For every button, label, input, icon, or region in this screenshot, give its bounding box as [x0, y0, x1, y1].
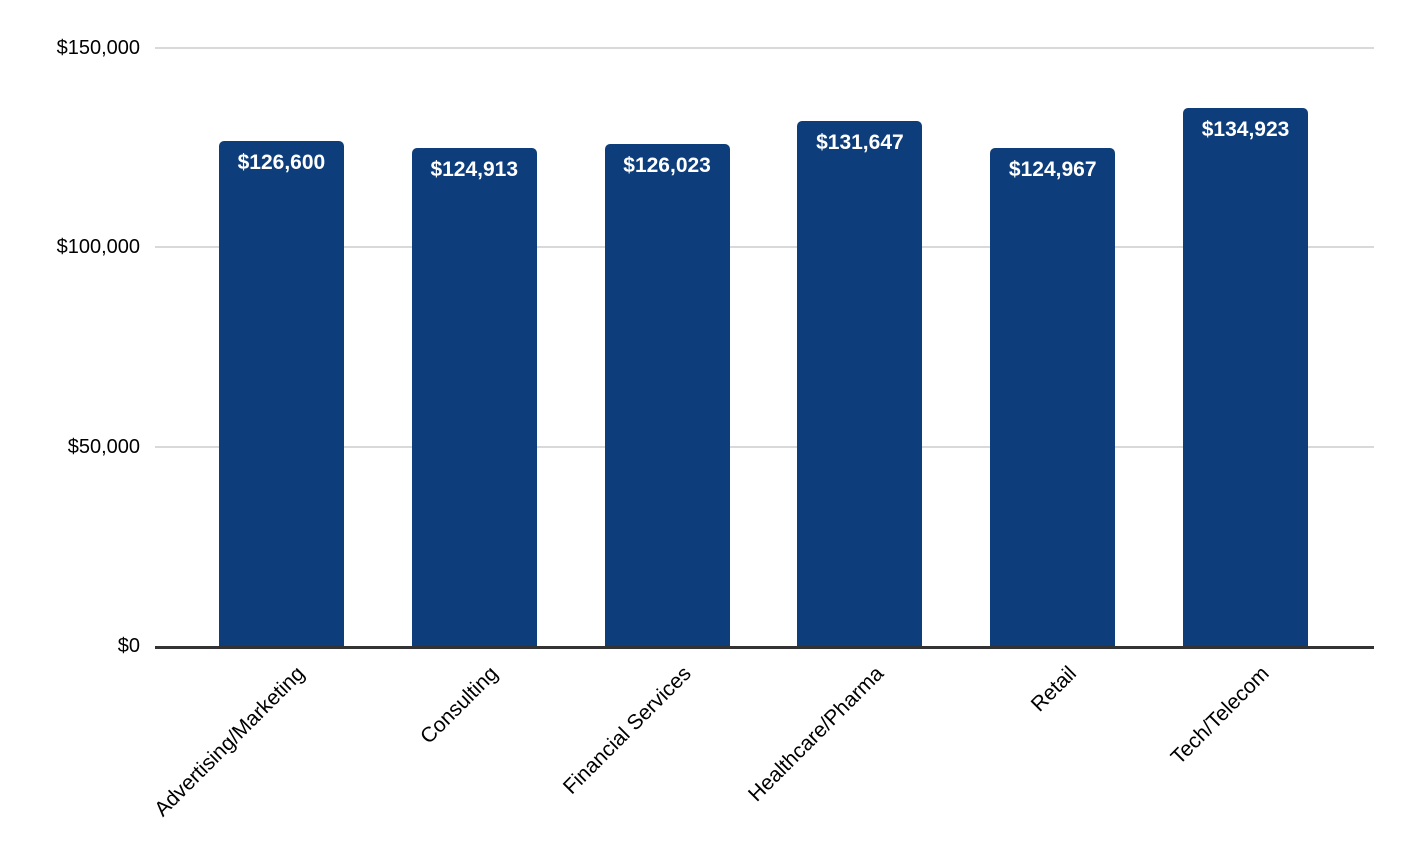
gridline — [155, 47, 1374, 49]
gridline — [155, 445, 1374, 448]
bar-value-label: $126,023 — [623, 153, 711, 177]
bar-series: $126,600 $124,913 $126,023 $131,647 $124,967… — [185, 48, 1342, 646]
bar-value-label: $124,967 — [1008, 157, 1097, 181]
bar-consulting[interactable]: $124,913 — [411, 148, 537, 646]
y-axis-tick-label: $0 — [117, 635, 140, 657]
bar-band-healthcare-pharma: $131,647 — [763, 48, 956, 646]
bar-value-label: $126,600 — [237, 151, 326, 175]
bar-healthcare-pharma[interactable]: $131,647 — [797, 121, 923, 646]
plot-area: $126,600 $124,913 $126,023 $131,647 $124,967… — [155, 47, 1374, 649]
y-axis-tick-label: $150,000 — [56, 37, 140, 59]
bar-value-label: $124,913 — [430, 158, 519, 182]
bar-advertising-marketing[interactable]: $126,600 — [218, 141, 344, 646]
x-axis-tick-label: Retail — [1026, 662, 1082, 717]
bar-band-advertising-marketing: $126,600 — [185, 48, 378, 646]
bar-financial-services[interactable]: $126,023 — [604, 143, 730, 646]
y-axis-tick-label: $100,000 — [56, 236, 140, 259]
bar-band-financial-services: $126,023 — [571, 48, 764, 646]
x-axis-tick-label: Healthcare/Pharma — [743, 662, 889, 807]
bar-retail[interactable]: $124,967 — [990, 147, 1116, 646]
bar-band-consulting: $124,913 — [378, 48, 571, 646]
bar-tech-telecom[interactable]: $134,923 — [1183, 108, 1309, 646]
y-axis-tick-label: $50,000 — [67, 435, 140, 458]
x-axis-tick-label: Tech/Telecom — [1166, 662, 1274, 770]
x-axis-tick-label: Advertising/Marketing — [150, 662, 310, 822]
bar-band-tech-telecom: $134,923 — [1149, 48, 1342, 646]
x-axis-tick-label: Consulting — [416, 662, 503, 749]
x-axis-tick-label: Financial Services — [558, 662, 696, 799]
bar-value-label: $134,923 — [1201, 118, 1290, 142]
gridline — [155, 246, 1374, 249]
bar-band-retail: $124,967 — [956, 48, 1149, 646]
bar-value-label: $131,647 — [816, 131, 904, 155]
